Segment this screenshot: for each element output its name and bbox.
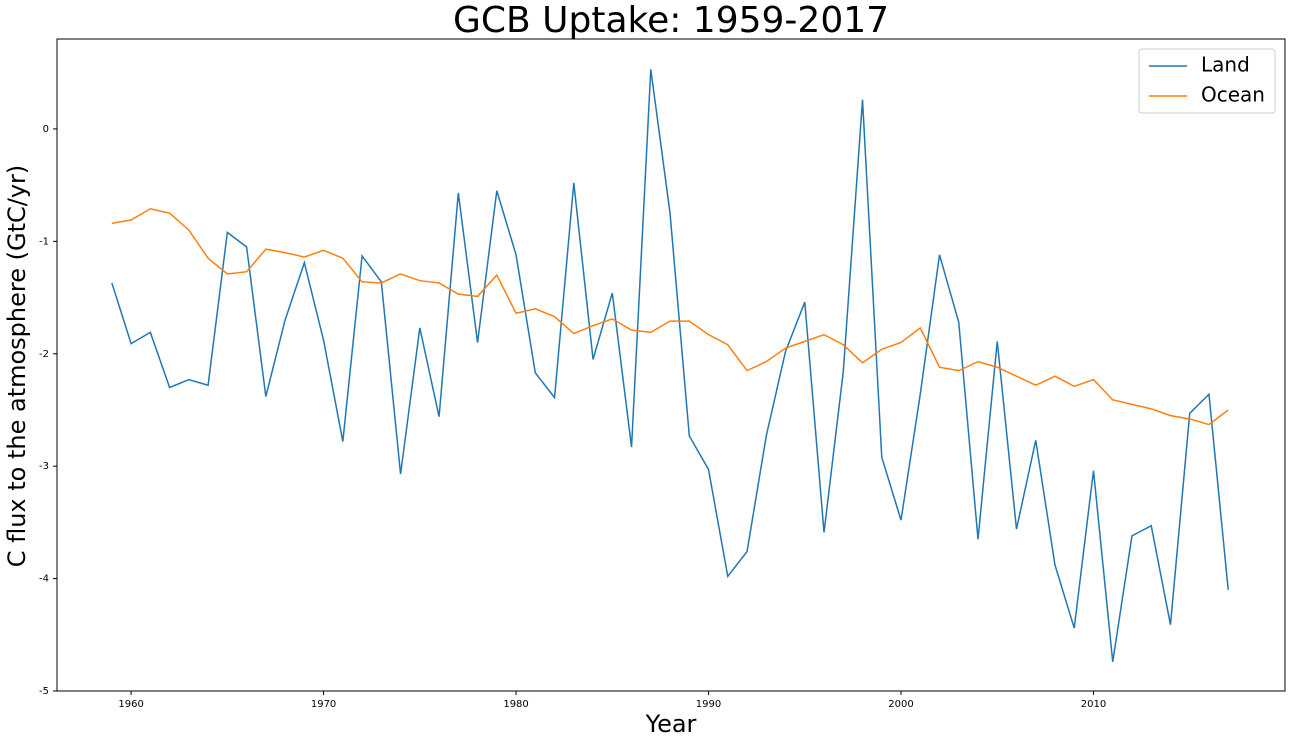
x-tick-label: 2010 bbox=[1081, 699, 1106, 710]
data-line bbox=[111, 207, 1229, 426]
x-tick-label: 1990 bbox=[696, 699, 721, 710]
y-tick-label: -4 bbox=[39, 574, 49, 585]
x-tick-label: 1970 bbox=[311, 699, 336, 710]
legend-box bbox=[1138, 48, 1276, 114]
x-tick-label: 1960 bbox=[118, 699, 143, 710]
x-tick-label: 2000 bbox=[888, 699, 913, 710]
x-axis-label: Year bbox=[645, 710, 697, 738]
legend-label: Land bbox=[1201, 53, 1250, 77]
chart-title: GCB Uptake: 1959-2017 bbox=[453, 0, 889, 41]
y-tick-label: -1 bbox=[39, 236, 49, 247]
y-tick-label: -2 bbox=[39, 349, 49, 360]
y-tick-label: -3 bbox=[39, 461, 49, 472]
y-tick-label: -5 bbox=[39, 686, 49, 697]
legend-label: Ocean bbox=[1201, 83, 1265, 107]
x-tick-label: 1980 bbox=[503, 699, 528, 710]
y-tick-label: 0 bbox=[43, 124, 49, 135]
plot-frame bbox=[56, 38, 1286, 692]
y-axis-label: C flux to the atmosphere (GtC/yr) bbox=[3, 165, 31, 568]
data-line bbox=[111, 69, 1229, 662]
